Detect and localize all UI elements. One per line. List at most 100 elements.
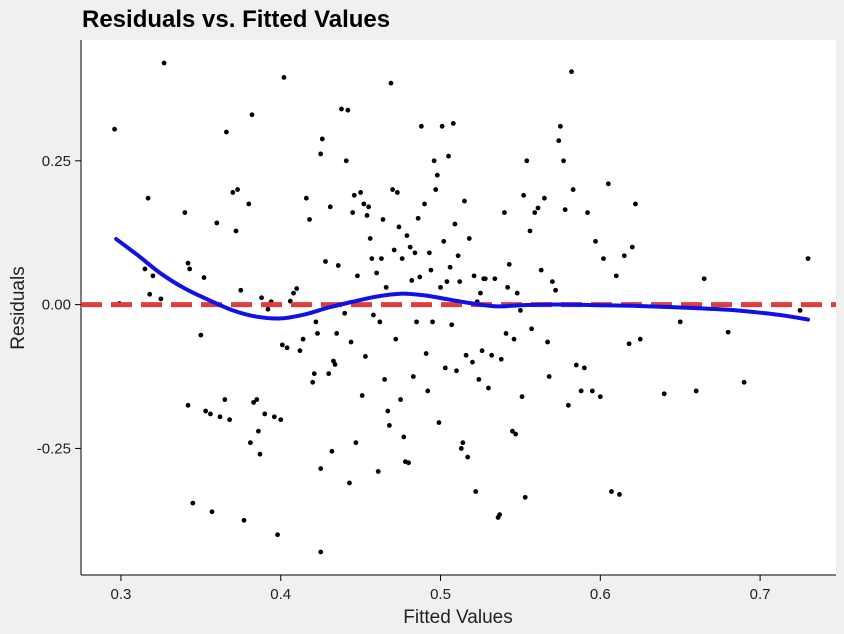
x-axis-label: Fitted Values xyxy=(403,607,512,628)
data-point xyxy=(326,371,332,377)
data-point xyxy=(418,123,424,129)
data-point xyxy=(570,187,576,192)
data-point xyxy=(621,253,627,259)
data-point xyxy=(465,454,471,460)
data-point xyxy=(470,359,475,365)
data-point xyxy=(545,339,550,345)
data-point xyxy=(251,400,256,405)
data-point xyxy=(511,336,517,342)
data-point xyxy=(565,402,571,408)
data-point xyxy=(431,158,437,164)
data-point xyxy=(380,217,386,222)
data-point xyxy=(593,238,598,244)
data-point xyxy=(361,201,367,207)
data-point xyxy=(693,388,699,394)
data-point xyxy=(291,290,296,296)
data-point xyxy=(190,500,196,506)
data-point xyxy=(313,319,319,325)
data-point xyxy=(473,489,479,494)
data-point xyxy=(198,332,204,338)
data-point xyxy=(310,379,316,385)
data-point xyxy=(458,446,464,451)
data-point xyxy=(161,60,167,66)
data-point xyxy=(415,215,421,221)
data-point xyxy=(377,319,383,325)
data-point xyxy=(345,107,351,113)
data-point xyxy=(355,273,360,279)
data-point xyxy=(367,236,373,241)
x-axis-ticks: 0.3 0.4 0.5 0.6 0.7 xyxy=(111,575,771,603)
data-point xyxy=(358,190,364,195)
data-point xyxy=(462,198,467,204)
data-point xyxy=(518,307,523,313)
data-point xyxy=(503,330,509,336)
data-point xyxy=(265,306,271,312)
data-point xyxy=(379,256,384,262)
data-point xyxy=(339,106,344,112)
data-point xyxy=(393,336,399,342)
data-point xyxy=(441,238,447,244)
data-point xyxy=(502,210,507,215)
data-point xyxy=(281,74,287,80)
data-point xyxy=(633,201,638,207)
data-point xyxy=(247,440,253,446)
data-point xyxy=(246,201,252,207)
data-point xyxy=(350,210,356,215)
x-tick-label: 0.7 xyxy=(750,586,771,603)
data-point xyxy=(259,295,264,301)
data-point xyxy=(348,339,354,345)
data-point xyxy=(327,204,333,210)
data-point xyxy=(343,158,349,164)
data-point xyxy=(112,126,117,132)
data-point xyxy=(409,278,415,283)
data-point xyxy=(557,123,563,129)
data-point xyxy=(386,423,392,428)
data-point xyxy=(323,259,328,264)
data-point xyxy=(278,417,284,423)
data-point xyxy=(414,319,419,325)
data-point xyxy=(375,469,381,474)
data-point xyxy=(797,307,803,313)
data-point xyxy=(637,336,643,342)
data-point xyxy=(374,270,380,276)
data-point xyxy=(741,379,747,385)
data-point xyxy=(626,341,632,347)
data-point xyxy=(187,266,193,272)
data-point xyxy=(388,80,394,86)
data-point xyxy=(214,220,220,226)
data-point xyxy=(430,319,435,325)
data-point xyxy=(492,276,498,282)
data-point xyxy=(417,274,423,280)
data-point xyxy=(506,261,512,267)
data-point xyxy=(235,187,240,192)
data-point xyxy=(455,253,461,259)
data-point xyxy=(385,408,391,414)
data-point xyxy=(353,440,359,446)
data-point xyxy=(396,224,402,230)
data-point xyxy=(147,291,153,297)
data-point xyxy=(457,279,463,285)
data-point xyxy=(549,279,555,285)
data-point xyxy=(412,250,418,256)
data-point xyxy=(230,190,236,195)
data-point xyxy=(521,192,527,198)
data-point xyxy=(513,431,519,437)
data-point xyxy=(535,205,541,211)
data-point xyxy=(428,267,434,273)
data-point xyxy=(589,388,595,394)
data-point xyxy=(450,121,456,126)
data-point xyxy=(209,509,215,515)
data-point xyxy=(553,287,558,293)
data-point xyxy=(442,365,448,371)
data-point xyxy=(407,244,413,250)
data-point xyxy=(538,267,544,273)
data-point xyxy=(489,352,495,358)
data-point xyxy=(371,312,376,318)
data-point xyxy=(227,417,233,423)
data-point xyxy=(398,397,403,402)
data-point xyxy=(498,356,504,362)
data-point xyxy=(318,151,324,157)
data-point xyxy=(332,362,338,367)
data-point xyxy=(303,195,309,201)
data-point xyxy=(497,512,503,517)
